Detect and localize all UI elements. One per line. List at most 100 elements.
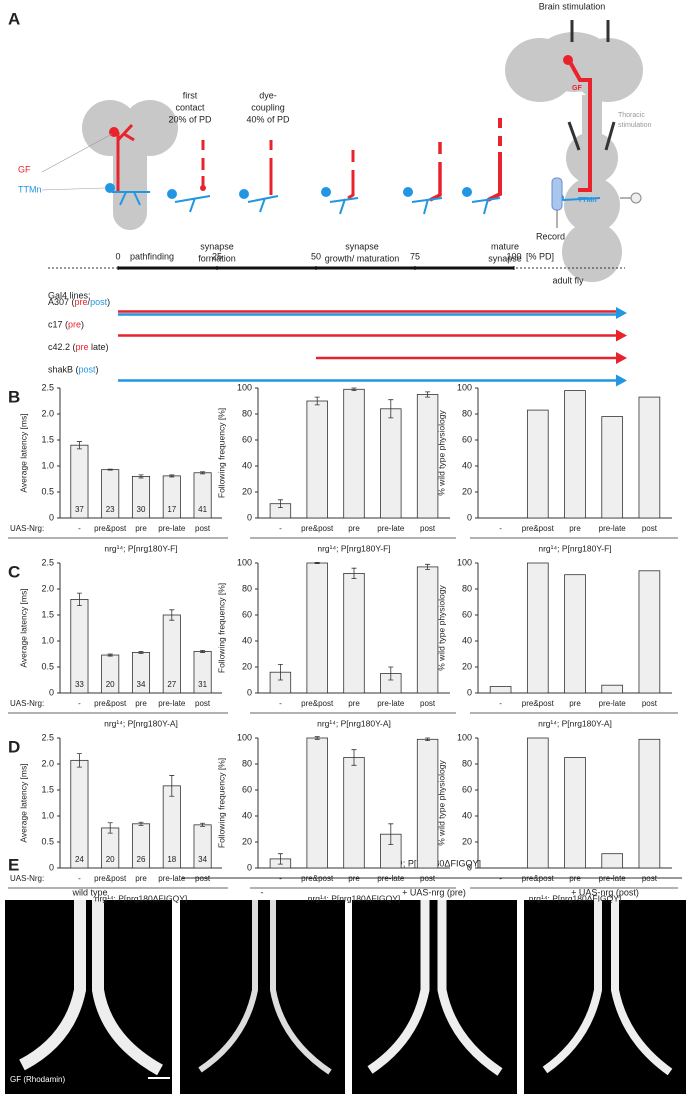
bar [70, 599, 89, 694]
x-axis-title: nrg¹⁴; P[nrg180Y-F] [104, 543, 177, 553]
x-tick-label: - [78, 874, 81, 883]
y-axis-title: Average latency [ms] [18, 413, 28, 492]
annotation: GF [572, 85, 582, 92]
x-tick-label: post [420, 699, 436, 708]
x-tick-label: post [195, 524, 211, 533]
y-tick-label: 40 [462, 810, 472, 820]
error-bar [169, 609, 175, 621]
bar [638, 396, 661, 519]
x-tick-label: pre [348, 524, 360, 533]
label-part: c42.2 ( [48, 342, 76, 352]
y-tick-label: 2.0 [41, 408, 54, 418]
phase-label: synapse [345, 241, 379, 251]
y-tick-label: 0 [49, 862, 54, 872]
annotation: GF [18, 164, 31, 174]
phase-label: mature [491, 241, 519, 251]
error-bar [200, 822, 206, 827]
annotation: first [183, 90, 198, 100]
y-tick-label: 20 [242, 486, 252, 496]
x-tick-label: pre&post [301, 699, 334, 708]
y-axis-title: Average latency [ms] [18, 763, 28, 842]
image-label: + UAS-nrg (post) [571, 887, 639, 897]
error-bar [425, 391, 431, 398]
x-tick-label: pre [135, 524, 147, 533]
y-tick-label: 80 [462, 408, 472, 418]
bar [638, 570, 661, 694]
y-tick-label: 0 [467, 512, 472, 522]
x-tick-label: pre-late [377, 524, 405, 533]
n-label: 37 [75, 505, 84, 514]
y-tick-label: 1.5 [41, 609, 54, 619]
error-bar [200, 649, 206, 653]
annotation: Record [536, 231, 565, 241]
x-tick-label: pre-late [377, 699, 405, 708]
error-bar [200, 471, 206, 475]
y-tick-label: 20 [462, 661, 472, 671]
bar [343, 388, 365, 519]
n-label: 24 [75, 855, 84, 864]
x-tick-label: - [78, 524, 81, 533]
bar [526, 562, 549, 694]
error-bar [107, 822, 113, 834]
stain-label: GF (Rhodamin) [10, 1075, 65, 1084]
y-tick-label: 20 [462, 486, 472, 496]
x-tick-label: pre-late [599, 699, 627, 708]
label-part: late) [89, 342, 109, 352]
y-tick-label: 80 [242, 408, 252, 418]
bar [564, 390, 586, 519]
arrow-head [616, 307, 627, 319]
label-part: / [88, 297, 91, 307]
annotation: 40% of PD [246, 114, 290, 124]
bar [601, 853, 624, 869]
image-label: + UAS-nrg (pre) [402, 887, 466, 897]
y-tick-label: 2.5 [41, 732, 54, 742]
y-tick-label: 40 [462, 460, 472, 470]
panel-label: B [8, 387, 20, 406]
x-tick-label: - [499, 524, 502, 533]
y-tick-label: 40 [242, 460, 252, 470]
error-bar [425, 737, 431, 741]
x-tick-label: pre [569, 699, 581, 708]
y-tick-label: 80 [242, 583, 252, 593]
error-bar [314, 736, 320, 740]
x-tick-label: pre [135, 699, 147, 708]
y-tick-label: 60 [242, 784, 252, 794]
x-tick-label: pre&post [301, 874, 334, 883]
y-tick-label: 0.5 [41, 661, 54, 671]
y-tick-label: 0 [49, 687, 54, 697]
n-label: 30 [137, 505, 146, 514]
x-axis-title: nrg¹⁴; P[nrg180Y-F] [538, 543, 611, 553]
y-tick-label: 2.0 [41, 583, 54, 593]
x-tick-label: pre-late [158, 699, 186, 708]
y-tick-label: 2.5 [41, 382, 54, 392]
panel-label: E [8, 855, 19, 874]
n-label: 34 [198, 855, 207, 864]
bar [526, 737, 549, 869]
x-tick-label: post [642, 699, 658, 708]
bar [564, 757, 586, 869]
phase-label: pathfinding [130, 251, 174, 261]
error-bar [425, 563, 431, 570]
y-tick-label: 60 [462, 784, 472, 794]
y-tick-label: 100 [237, 732, 252, 742]
bar [306, 562, 328, 694]
y-tick-label: 2.0 [41, 758, 54, 768]
x-tick-label: 75 [410, 251, 420, 261]
y-tick-label: 60 [242, 434, 252, 444]
error-bar [388, 399, 394, 419]
error-bar [169, 474, 175, 478]
x-tick-label: post [195, 699, 211, 708]
annotation: TTMn [18, 184, 42, 194]
y-tick-label: 1.5 [41, 784, 54, 794]
y-tick-label: 60 [462, 434, 472, 444]
label-part: post [79, 365, 97, 375]
arrow-head [616, 329, 627, 342]
y-tick-label: 0.5 [41, 836, 54, 846]
error-bar [107, 653, 113, 657]
y-tick-label: 2.5 [41, 557, 54, 567]
x-tick-label: pre-late [599, 524, 627, 533]
y-tick-label: 1.0 [41, 635, 54, 645]
x-tick-label: pre&post [94, 524, 127, 533]
x-axis-title: nrg¹⁴; P[nrg180Y-F] [317, 543, 390, 553]
y-tick-label: 0 [467, 687, 472, 697]
